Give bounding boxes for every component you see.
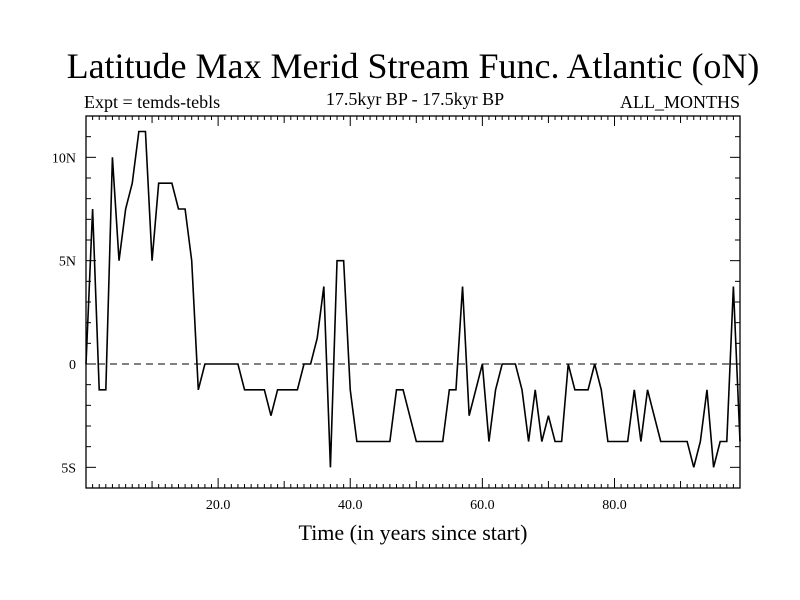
series-group: [85, 130, 741, 468]
x-tick-label: 60.0: [470, 498, 495, 513]
months-label: ALL_MONTHS: [620, 92, 740, 112]
x-tick-label: 80.0: [602, 498, 627, 513]
axis-ticks-group: 20.0 40.0 60.0 80.0 10N 5N 0 5S: [52, 115, 741, 513]
plot-frame: [85, 115, 741, 489]
x-tick-label: 20.0: [206, 498, 231, 513]
chart-title: Latitude Max Merid Stream Func. Atlantic…: [66, 46, 760, 86]
period-label: 17.5kyr BP - 17.5kyr BP: [325, 89, 505, 109]
experiment-label: Expt = temds-tebls: [84, 92, 221, 112]
y-tick-label: 5N: [59, 255, 76, 270]
series-line-latitude: [85, 130, 741, 468]
y-tick-label: 10N: [52, 151, 76, 166]
y-tick-label: 0: [69, 358, 76, 373]
y-tick-label: 5S: [61, 461, 76, 476]
x-tick-label: 40.0: [338, 498, 363, 513]
x-axis-label: Time (in years since start): [298, 520, 528, 545]
